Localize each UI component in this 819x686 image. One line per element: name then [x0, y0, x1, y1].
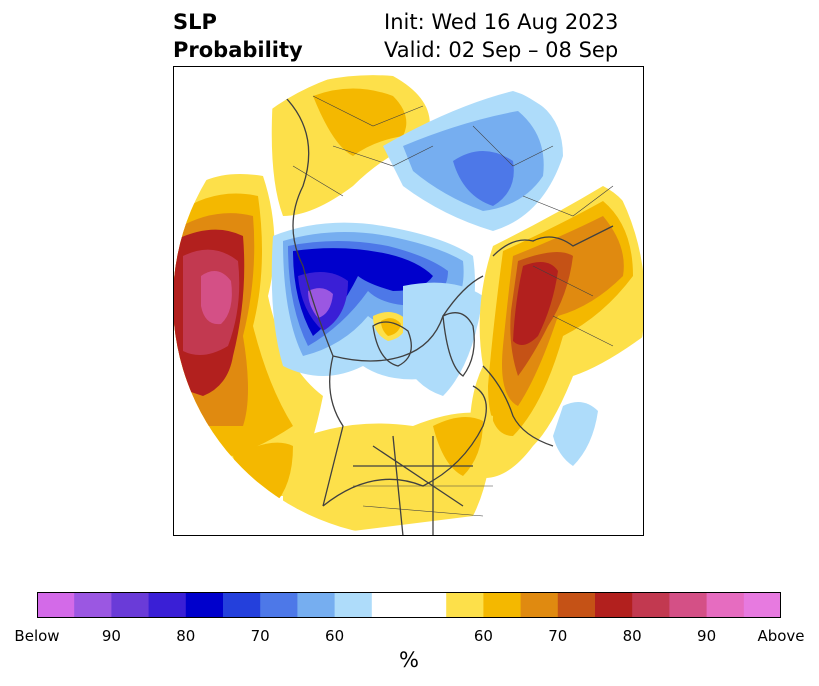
colorbar-swatch [706, 592, 745, 618]
colorbar-swatch [483, 592, 522, 618]
map-subtitle: Init: Wed 16 Aug 2023 Valid: 02 Sep – 08… [384, 8, 618, 64]
political-borders [292, 95, 614, 517]
colorbar-swatch [557, 592, 596, 618]
colorbar-tick-label: 90 [101, 627, 121, 645]
colorbar-tick-label: 90 [697, 627, 717, 645]
colorbar-tick-label: 80 [622, 627, 642, 645]
colorbar-tick-label: 70 [250, 627, 270, 645]
colorbar-swatch [74, 592, 112, 618]
colorbar-tick-label: Above [757, 627, 805, 645]
colorbar-swatch [185, 592, 224, 618]
colorbar-border [37, 592, 781, 618]
colorbar-swatch [148, 592, 187, 618]
colorbar-swatch [37, 592, 75, 618]
colorbar-units: % [399, 648, 419, 672]
colorbar-swatch [111, 592, 150, 618]
colorbar-tick-label: 80 [176, 627, 196, 645]
colorbar-swatch [632, 592, 670, 618]
colorbar [37, 592, 781, 618]
title-line-1: SLP [173, 10, 217, 34]
colorbar-tick-label: 60 [325, 627, 345, 645]
colorbar-tick-label: 60 [473, 627, 493, 645]
polar-map [173, 66, 644, 536]
map-title: SLP Probability [173, 8, 303, 64]
colorbar-swatch [743, 592, 781, 618]
colorbar-swatch [223, 592, 261, 618]
colorbar-swatch [260, 592, 298, 618]
colorbar-swatch [371, 592, 410, 618]
colorbar-tick-label: 70 [548, 627, 568, 645]
colorbar-tick-label: Below [14, 627, 60, 645]
title-line-2: Probability [173, 38, 303, 62]
colorbar-swatch [334, 592, 373, 618]
valid-range: Valid: 02 Sep – 08 Sep [384, 38, 619, 62]
colorbar-swatch [297, 592, 336, 618]
coastlines [272, 85, 614, 536]
colorbar-swatch [669, 592, 708, 618]
colorbar-swatch [595, 592, 633, 618]
colorbar-swatch [446, 592, 484, 618]
init-date: Init: Wed 16 Aug 2023 [384, 10, 619, 34]
colorbar-swatch [409, 592, 447, 618]
colorbar-swatch [520, 592, 559, 618]
